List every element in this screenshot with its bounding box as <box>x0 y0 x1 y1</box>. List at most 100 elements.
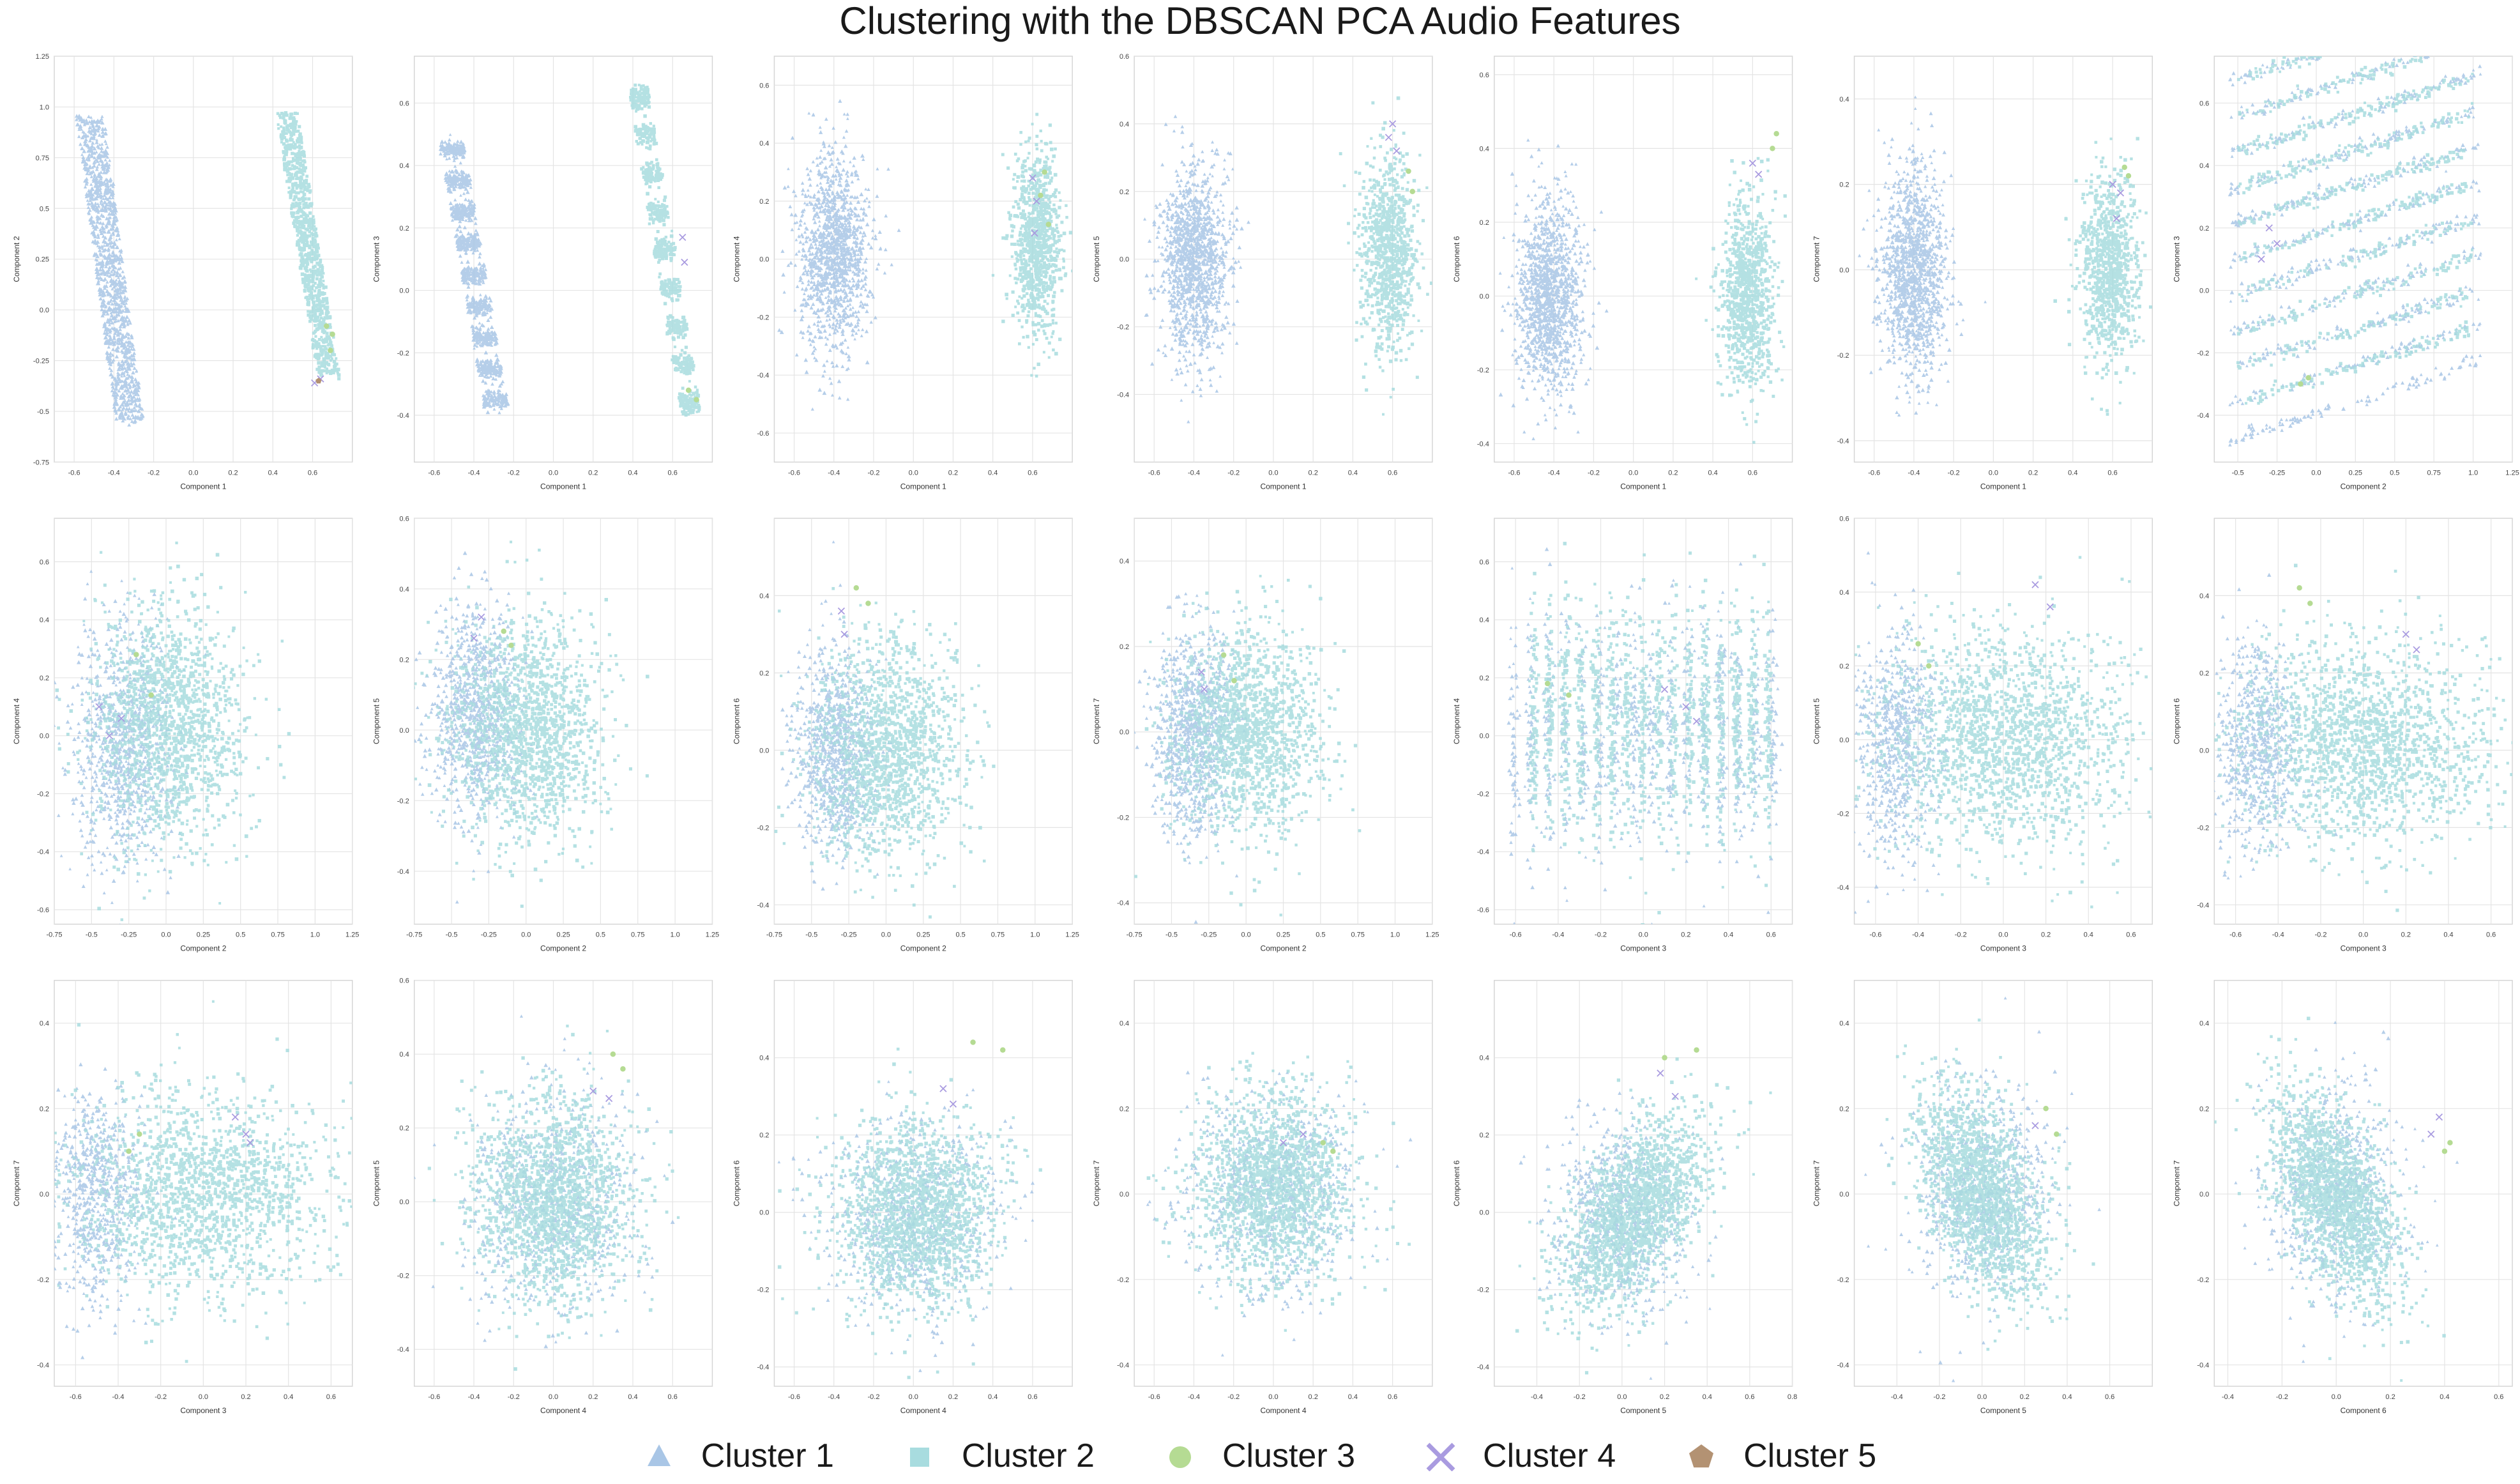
point-cluster-1 <box>462 204 467 209</box>
point-cluster-2 <box>317 319 321 323</box>
point-cluster-2 <box>691 402 694 406</box>
point-cluster-2 <box>317 344 321 349</box>
point-cluster-2 <box>650 160 653 164</box>
point-cluster-2 <box>667 295 671 298</box>
point-cluster-2 <box>641 132 644 135</box>
point-cluster-2 <box>695 390 699 394</box>
point-cluster-1 <box>480 301 483 305</box>
point-cluster-1 <box>85 171 89 176</box>
point-cluster-1 <box>485 390 490 394</box>
point-cluster-1 <box>112 334 116 338</box>
point-cluster-1 <box>82 149 87 153</box>
point-cluster-1 <box>846 208 850 211</box>
point-cluster-1 <box>110 282 115 286</box>
point-cluster-1 <box>478 326 482 330</box>
point-cluster-1 <box>94 257 98 261</box>
point-cluster-1 <box>465 190 470 194</box>
point-cluster-1 <box>95 182 98 186</box>
point-cluster-1 <box>494 395 498 400</box>
point-cluster-2 <box>309 291 314 295</box>
point-cluster-1 <box>452 151 457 155</box>
point-cluster-1 <box>483 298 488 302</box>
point-cluster-2 <box>692 392 695 395</box>
point-cluster-1 <box>82 131 86 134</box>
point-cluster-1 <box>492 370 496 374</box>
point-cluster-2 <box>315 345 319 348</box>
point-cluster-1 <box>126 332 131 336</box>
point-cluster-1 <box>460 206 465 210</box>
point-cluster-2 <box>302 184 305 187</box>
point-cluster-2 <box>292 167 296 171</box>
point-cluster-2 <box>669 282 672 285</box>
point-cluster-1 <box>102 286 107 290</box>
point-cluster-2 <box>283 167 287 172</box>
point-cluster-1 <box>476 368 481 372</box>
point-cluster-2 <box>289 193 293 197</box>
point-cluster-1 <box>811 302 816 306</box>
point-cluster-1 <box>849 321 854 326</box>
point-cluster-1 <box>465 266 470 271</box>
point-cluster-1 <box>123 359 128 363</box>
point-cluster-2 <box>657 169 660 172</box>
point-cluster-1 <box>110 270 114 273</box>
point-cluster-1 <box>455 227 460 232</box>
point-cluster-2 <box>653 249 657 254</box>
point-cluster-2 <box>690 408 694 412</box>
point-cluster-1 <box>479 360 483 363</box>
point-cluster-1 <box>480 273 484 277</box>
point-cluster-1 <box>132 390 137 395</box>
point-cluster-2 <box>330 352 335 356</box>
point-cluster-1 <box>97 188 102 192</box>
point-cluster-2 <box>320 264 324 267</box>
point-cluster-2 <box>681 411 686 416</box>
point-cluster-2 <box>664 243 669 247</box>
point-cluster-2 <box>631 105 635 110</box>
point-cluster-1 <box>125 392 129 395</box>
point-cluster-1 <box>89 220 93 225</box>
point-cluster-2 <box>674 330 677 333</box>
point-cluster-2 <box>307 313 310 317</box>
point-cluster-2 <box>290 160 293 164</box>
point-cluster-2 <box>694 403 697 406</box>
point-cluster-2 <box>288 130 292 134</box>
point-cluster-1 <box>112 358 116 362</box>
subplot-3: -0.6 -0.4 -0.2 0.0 0.2 0.4 0.6-0.6-0.4-0.20.00… <box>732 56 1073 491</box>
point-cluster-2 <box>645 88 648 91</box>
point-cluster-1 <box>475 243 479 247</box>
point-cluster-1 <box>93 201 98 205</box>
point-cluster-1 <box>449 147 453 151</box>
point-cluster-2 <box>294 218 298 222</box>
point-cluster-2 <box>689 356 693 360</box>
point-cluster-2 <box>685 367 688 371</box>
point-cluster-2 <box>676 332 679 335</box>
series-cluster-1 <box>438 133 510 415</box>
point-cluster-2 <box>303 233 307 236</box>
point-cluster-1 <box>91 206 95 210</box>
point-cluster-2 <box>653 247 657 251</box>
point-cluster-1 <box>452 158 456 162</box>
point-cluster-1 <box>89 217 93 220</box>
point-cluster-1 <box>856 177 860 181</box>
point-cluster-1 <box>862 231 866 235</box>
point-cluster-2 <box>640 134 643 137</box>
point-cluster-2 <box>672 282 676 286</box>
point-cluster-1 <box>835 346 839 350</box>
point-cluster-2 <box>306 286 310 291</box>
point-cluster-1 <box>107 256 111 260</box>
point-cluster-1 <box>107 200 111 204</box>
point-cluster-2 <box>286 162 289 165</box>
point-cluster-2 <box>302 206 306 210</box>
point-cluster-2 <box>302 237 306 241</box>
point-cluster-1 <box>457 182 461 187</box>
point-cluster-2 <box>314 316 317 319</box>
point-cluster-2 <box>305 265 308 269</box>
point-cluster-2 <box>323 360 326 365</box>
point-cluster-1 <box>823 207 827 211</box>
point-cluster-2 <box>288 172 291 175</box>
point-cluster-2 <box>314 305 318 308</box>
point-cluster-2 <box>293 204 297 208</box>
point-cluster-1 <box>455 169 459 173</box>
point-cluster-1 <box>80 153 84 157</box>
point-cluster-2 <box>284 165 287 169</box>
point-cluster-2 <box>309 296 312 300</box>
